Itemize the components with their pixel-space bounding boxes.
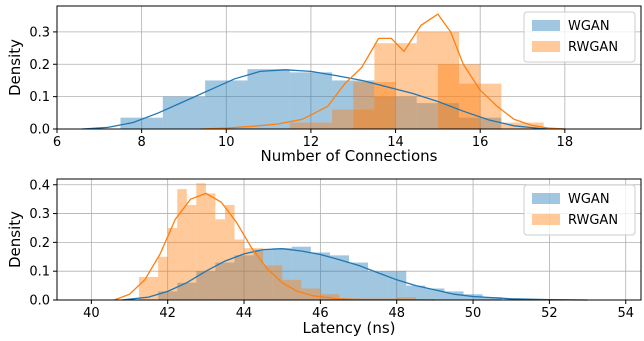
histogram-bar-wgan: [482, 297, 502, 300]
legend: WGAN RWGAN: [523, 184, 636, 236]
histogram-bar-wgan: [425, 288, 445, 300]
histogram-bar-rwgan: [289, 122, 333, 129]
chart-panel-2: 40 42 44 46 48 50 52 54 0.0 0.1 0.2 0.3 0.4 Latency (…: [6, 178, 642, 337]
histogram-bar-wgan: [234, 255, 254, 300]
y-tick-label: 0.0: [29, 294, 50, 309]
histogram-bar-rwgan: [196, 183, 206, 300]
histogram-bar-wgan: [349, 262, 369, 300]
histogram-bar-rwgan: [215, 219, 225, 300]
histogram-bar-rwgan: [263, 265, 283, 300]
legend-swatch-wgan: [532, 193, 560, 204]
histogram-bar-rwgan: [374, 43, 417, 130]
histogram-bar-wgan: [196, 271, 216, 300]
histogram-bar-rwgan: [205, 193, 216, 300]
histogram-bar-wgan: [177, 282, 197, 300]
histogram-bar-rwgan: [186, 204, 197, 300]
legend-label-rwgan: RWGAN: [568, 213, 618, 228]
legend-box: [523, 11, 636, 63]
histogram-bar-wgan: [387, 271, 407, 300]
y-tick-label: 0.0: [29, 123, 50, 138]
legend-label-wgan: WGAN: [568, 19, 610, 34]
histogram-bar-rwgan: [282, 279, 302, 300]
histogram-bar-rwgan: [396, 297, 416, 300]
histogram-bar-rwgan: [501, 122, 544, 129]
histogram-bar-rwgan: [353, 82, 396, 129]
x-tick-label: 50: [465, 306, 482, 321]
histogram-bar-wgan: [444, 291, 464, 300]
legend: WGAN RWGAN: [523, 11, 636, 63]
x-tick-label: 6: [53, 135, 61, 150]
x-tick-label: 18: [557, 135, 574, 150]
histogram-bar-wgan: [289, 72, 333, 129]
histogram-bar-wgan: [272, 248, 292, 300]
histogram-bar-rwgan: [416, 31, 460, 129]
kde-line-wgan: [82, 69, 565, 130]
x-tick-label: 8: [137, 135, 145, 150]
kde-line-wgan: [121, 248, 588, 301]
y-tick-label: 0.3: [29, 207, 50, 222]
y-tick-label: 0.1: [29, 90, 50, 105]
axes-frame: [56, 178, 642, 301]
histogram-bar-wgan: [406, 285, 426, 300]
histogram-bar-rwgan: [437, 64, 481, 129]
y-axis-label: Density: [6, 211, 24, 268]
histogram-bar-rwgan: [332, 109, 375, 129]
x-axis-label: Latency (ns): [302, 319, 395, 337]
x-tick-label: 16: [472, 135, 489, 150]
histogram-bar-wgan: [332, 80, 375, 129]
x-tick-label: 14: [387, 135, 404, 150]
histogram-bar-rwgan: [320, 294, 340, 300]
histogram-bar-wgan: [120, 117, 163, 129]
kde-line-rwgan: [200, 13, 565, 130]
histogram-bar-wgan: [158, 291, 178, 300]
legend-swatch-rwgan: [532, 41, 560, 52]
x-tick-label: 42: [159, 306, 176, 321]
histogram-bar-wgan: [459, 117, 502, 129]
x-tick-label: 44: [236, 306, 253, 321]
kde-line-rwgan: [114, 192, 435, 301]
histogram-bar-rwgan: [167, 227, 178, 300]
x-tick-label: 40: [83, 306, 100, 321]
legend-box: [523, 184, 636, 236]
y-tick-label: 0.3: [29, 25, 50, 40]
legend-swatch-wgan: [532, 20, 560, 31]
histogram-bar-rwgan: [301, 288, 321, 300]
x-tick-label: 12: [303, 135, 320, 150]
x-tick-label: 10: [218, 135, 235, 150]
axes-frame: [56, 5, 642, 130]
histogram-bar-rwgan: [234, 239, 245, 300]
x-tick-label: 52: [541, 306, 558, 321]
histogram-bar-rwgan: [139, 276, 159, 300]
histogram-bar-wgan: [368, 271, 388, 300]
histogram-bar-rwgan: [177, 189, 187, 300]
y-axis-label: Density: [6, 39, 24, 96]
y-tick-label: 0.1: [29, 265, 50, 280]
y-tick-label: 0.2: [29, 58, 50, 73]
histogram-bar-wgan: [374, 96, 417, 129]
legend-swatch-rwgan: [532, 214, 560, 225]
histogram-bar-rwgan: [158, 256, 168, 300]
histogram-bar-wgan: [291, 246, 311, 300]
x-axis-label: Number of Connections: [261, 147, 438, 165]
histogram-bar-wgan: [310, 252, 330, 300]
histogram-bar-wgan: [253, 249, 273, 300]
chart-panel-1: 6 8 10 12 14 16 18 0.0 0.1 0.2 0.3 Number of Connec…: [6, 5, 642, 165]
histogram-bar-wgan: [247, 69, 290, 129]
y-tick-label: 0.4: [29, 178, 50, 193]
x-tick-label: 46: [312, 306, 329, 321]
histogram-bar-wgan: [215, 262, 235, 300]
histogram-bar-wgan: [329, 255, 349, 300]
x-tick-label: 48: [388, 306, 405, 321]
legend-label-wgan: WGAN: [568, 192, 610, 207]
histogram-bar-wgan: [205, 80, 248, 129]
histogram-bar-rwgan: [244, 248, 264, 300]
legend-label-rwgan: RWGAN: [568, 40, 618, 55]
y-tick-label: 0.2: [29, 236, 50, 251]
histogram-bar-rwgan: [224, 204, 235, 300]
x-tick-label: 54: [617, 306, 634, 321]
